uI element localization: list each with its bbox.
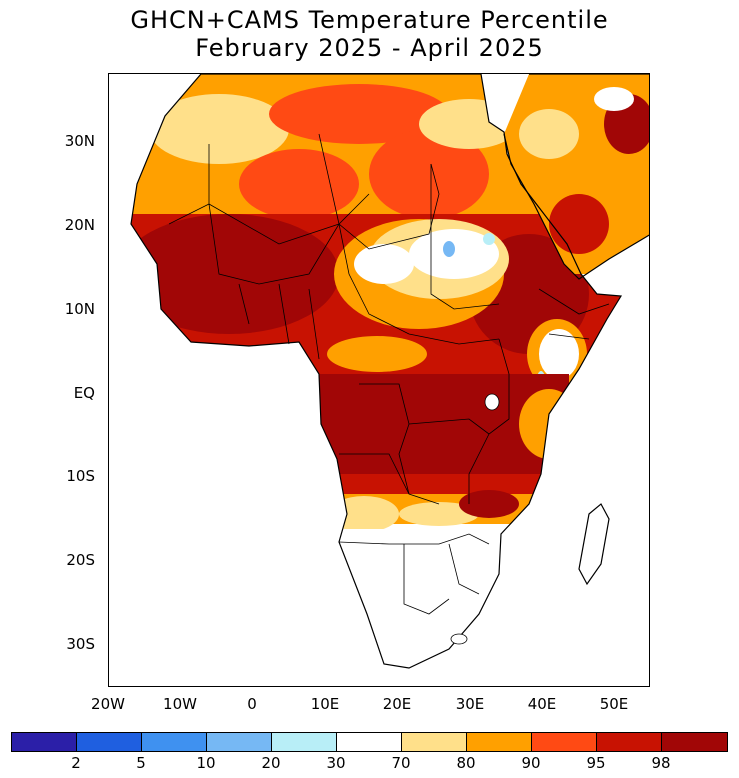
colorbar-tick-label: 2 <box>71 754 81 772</box>
madagascar-outline <box>578 503 610 586</box>
country-borders <box>168 133 610 615</box>
colorbar-swatch-2 <box>142 733 207 751</box>
colorbar <box>11 732 728 752</box>
colorbar-tick-label: 5 <box>136 754 146 772</box>
arabia-coastline <box>503 74 649 280</box>
lesotho-outline <box>450 633 468 645</box>
lat-label-10n: 10N <box>64 300 95 318</box>
lon-label-10w: 10W <box>163 695 197 713</box>
lat-label-20n: 20N <box>64 216 95 234</box>
lon-label-10e: 10E <box>310 695 340 713</box>
colorbar-swatch-7 <box>467 733 532 751</box>
colorbar-swatch-9 <box>597 733 662 751</box>
colorbar-tick-label: 90 <box>521 754 541 772</box>
colorbar-swatch-8 <box>532 733 597 751</box>
chart-title-line-1: GHCN+CAMS Temperature Percentile <box>130 6 609 34</box>
colorbar-swatch-0 <box>12 733 77 751</box>
colorbar-swatch-4 <box>272 733 337 751</box>
lon-label-20w: 20W <box>91 695 125 713</box>
colorbar-swatch-6 <box>402 733 467 751</box>
colorbar-swatch-3 <box>207 733 272 751</box>
lon-label-0: 0 <box>247 695 257 713</box>
colorbar-tick-label: 20 <box>261 754 281 772</box>
lat-label-10s: 10S <box>66 467 95 485</box>
lon-label-30e: 30E <box>455 695 485 713</box>
colorbar-swatch-1 <box>77 733 142 751</box>
africa-percentile-map <box>130 74 649 669</box>
colorbar-tick-label: 10 <box>196 754 216 772</box>
colorbar-tick-label: 80 <box>456 754 476 772</box>
lon-label-40e: 40E <box>527 695 557 713</box>
lat-label-20s: 20S <box>66 551 95 569</box>
colorbar-tick-label: 70 <box>391 754 411 772</box>
colorbar-tick-label: 98 <box>651 754 671 772</box>
colorbar-tick-label: 30 <box>326 754 346 772</box>
colorbar-swatch-10 <box>662 733 727 751</box>
colorbar-tick-label: 95 <box>586 754 606 772</box>
chart-title-line-2: February 2025 - April 2025 <box>195 34 544 62</box>
lat-label-eq: EQ <box>73 384 95 402</box>
lat-label-30n: 30N <box>64 132 95 150</box>
lat-label-30s: 30S <box>66 635 95 653</box>
colorbar-swatch-5 <box>337 733 402 751</box>
lake-victoria <box>484 393 500 411</box>
lon-label-50e: 50E <box>599 695 629 713</box>
lon-label-20e: 20E <box>382 695 412 713</box>
map-panel <box>108 73 650 687</box>
